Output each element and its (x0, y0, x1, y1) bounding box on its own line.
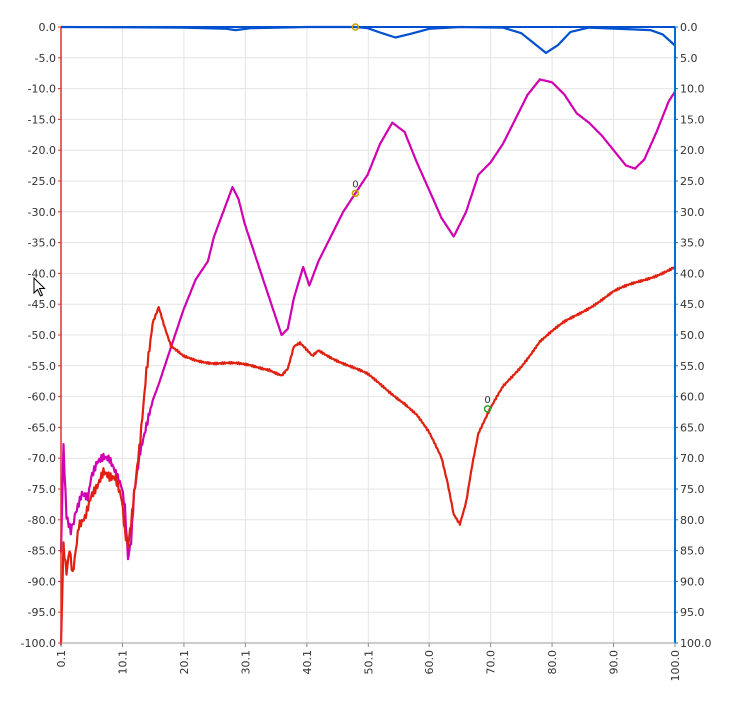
y-right-tick-label: 100.0 (680, 637, 712, 650)
x-tick-label: 20.1 (178, 650, 191, 675)
y-right-tick-label: 40.0 (680, 267, 705, 280)
y-right-tick-label: 25.0 (680, 175, 705, 188)
markers: 00 (351, 23, 492, 413)
y-tick-label: -85.0 (28, 545, 56, 558)
series-line-1 (60, 25, 676, 54)
y-tick-label: -75.0 (28, 483, 56, 496)
x-tick-label: 80.0 (546, 650, 559, 675)
x-tick-label: 90.0 (608, 650, 621, 675)
marker-point-3[interactable] (351, 23, 360, 31)
y-tick-label: -65.0 (28, 421, 56, 434)
y-right-tick-label: 0.0 (680, 21, 698, 34)
y-tick-label: -80.0 (28, 514, 56, 527)
y-right-tick-label: 55.0 (680, 360, 705, 373)
x-tick-label: 0.1 (55, 650, 68, 668)
y-right-tick-label: 5.0 (680, 52, 698, 65)
y-tick-label: -25.0 (28, 175, 56, 188)
marker-label-2: 0 (484, 395, 490, 406)
y-tick-label: -30.0 (28, 206, 56, 219)
x-tick-label: 40.1 (301, 650, 314, 675)
y-right-tick-label: 70.0 (680, 452, 705, 465)
y-right-tick-label: 15.0 (680, 113, 705, 126)
y-right-tick-label: 45.0 (680, 298, 705, 311)
y-tick-label: -95.0 (28, 606, 56, 619)
x-tick-label: 60.0 (423, 650, 436, 675)
y-right-tick-label: 90.0 (680, 575, 705, 588)
y-right-tick-label: 30.0 (680, 206, 705, 219)
x-tick-label: 10.1 (116, 650, 129, 675)
y-tick-label: -55.0 (28, 360, 56, 373)
y-right-tick-label: 60.0 (680, 391, 705, 404)
x-tick-label: 50.1 (362, 650, 375, 675)
series-line-3 (59, 266, 676, 646)
y-right-tick-label: 20.0 (680, 144, 705, 157)
y-tick-label: -5.0 (35, 52, 56, 65)
y-tick-label: 0.0 (39, 21, 57, 34)
y-tick-label: -10.0 (28, 83, 56, 96)
x-tick-label: 70.0 (485, 650, 498, 675)
axes (58, 26, 678, 647)
x-tick-label: 100.0 (669, 650, 682, 682)
y-tick-label: -70.0 (28, 452, 56, 465)
y-tick-label: -100.0 (21, 637, 56, 650)
y-right-tick-label: 75.0 (680, 483, 705, 496)
y-right-tick-label: 85.0 (680, 545, 705, 558)
marker-point-2[interactable] (483, 405, 492, 413)
series-layer (59, 25, 676, 646)
y-tick-label: -20.0 (28, 144, 56, 157)
tick-labels: 0.0 0.0 -5.0 5.0 -10.0 10.0 -15.0 15.0 -20.0 20.0… (21, 21, 712, 682)
marker-point-1[interactable] (351, 189, 360, 198)
y-right-tick-label: 80.0 (680, 514, 705, 527)
y-right-tick-label: 35.0 (680, 237, 705, 250)
y-right-tick-label: 65.0 (680, 421, 705, 434)
y-tick-label: -50.0 (28, 329, 56, 342)
mouse-cursor-icon (33, 277, 46, 297)
x-tick-label: 30.1 (239, 650, 252, 675)
y-tick-label: -60.0 (28, 391, 56, 404)
marker-label-1: 0 (352, 179, 358, 190)
y-right-tick-label: 95.0 (680, 606, 705, 619)
y-tick-label: -45.0 (28, 298, 56, 311)
y-tick-label: -35.0 (28, 237, 56, 250)
y-right-tick-label: 10.0 (680, 83, 705, 96)
y-tick-label: -40.0 (28, 267, 56, 280)
y-tick-label: -15.0 (28, 113, 56, 126)
y-right-tick-label: 50.0 (680, 329, 705, 342)
y-tick-label: -90.0 (28, 575, 56, 588)
series-line-2 (59, 78, 676, 561)
